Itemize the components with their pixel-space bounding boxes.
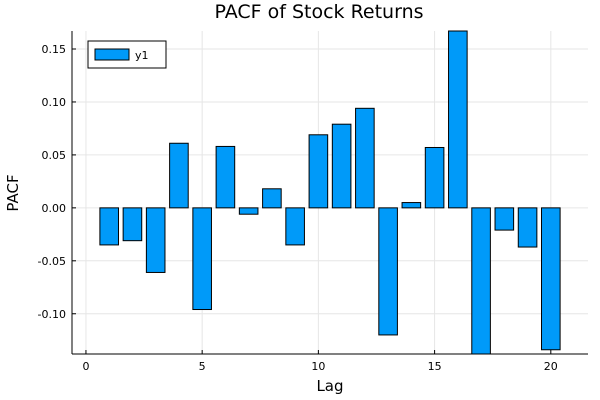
legend: y1 xyxy=(87,40,167,69)
bar-lag-10 xyxy=(308,134,329,209)
x-tick-label: 20 xyxy=(544,360,558,373)
bar-lag-3 xyxy=(145,207,166,273)
bars xyxy=(99,30,561,355)
legend-swatch xyxy=(94,48,130,61)
tick-labels: 0 5 10 15 20 -0.10 -0.05 0.00 0.05 0.10 0.15 xyxy=(38,43,558,373)
bar-lag-8 xyxy=(262,188,282,209)
chart-title: PACF of Stock Returns xyxy=(214,1,423,23)
axes xyxy=(71,31,588,355)
y-tick-label: 0.10 xyxy=(42,96,67,109)
grid xyxy=(72,31,588,354)
bar-lag-2 xyxy=(122,207,143,242)
bar-lag-14 xyxy=(401,202,422,209)
y-tick-label: 0.05 xyxy=(42,149,67,162)
bar-lag-17 xyxy=(471,207,491,355)
bar-lag-12 xyxy=(355,107,375,209)
bar-lag-1 xyxy=(99,207,119,246)
bar-lag-4 xyxy=(169,142,189,209)
bar-lag-9 xyxy=(285,207,305,246)
bar-lag-15 xyxy=(424,146,445,209)
legend-label: y1 xyxy=(135,49,149,62)
x-tick-label: 10 xyxy=(311,360,325,373)
bar-lag-16 xyxy=(448,30,468,209)
bar-lag-11 xyxy=(331,123,352,209)
bar-lag-20 xyxy=(541,207,561,351)
x-tick-label: 15 xyxy=(428,360,442,373)
x-tick-label: 5 xyxy=(199,360,206,373)
y-tick-label: -0.10 xyxy=(38,308,66,321)
bar-lag-7 xyxy=(238,207,259,215)
x-axis-label: Lag xyxy=(316,377,343,395)
y-tick-label: 0.15 xyxy=(42,43,67,56)
y-tick-label: -0.05 xyxy=(38,255,66,268)
bar-lag-13 xyxy=(378,207,398,336)
bar-lag-18 xyxy=(494,207,515,231)
bar-lag-5 xyxy=(192,207,212,311)
y-tick-label: 0.00 xyxy=(42,202,67,215)
bar-lag-19 xyxy=(517,207,538,248)
x-tick-label: 0 xyxy=(82,360,89,373)
y-axis-label: PACF xyxy=(4,174,22,211)
bar-lag-6 xyxy=(215,145,236,209)
